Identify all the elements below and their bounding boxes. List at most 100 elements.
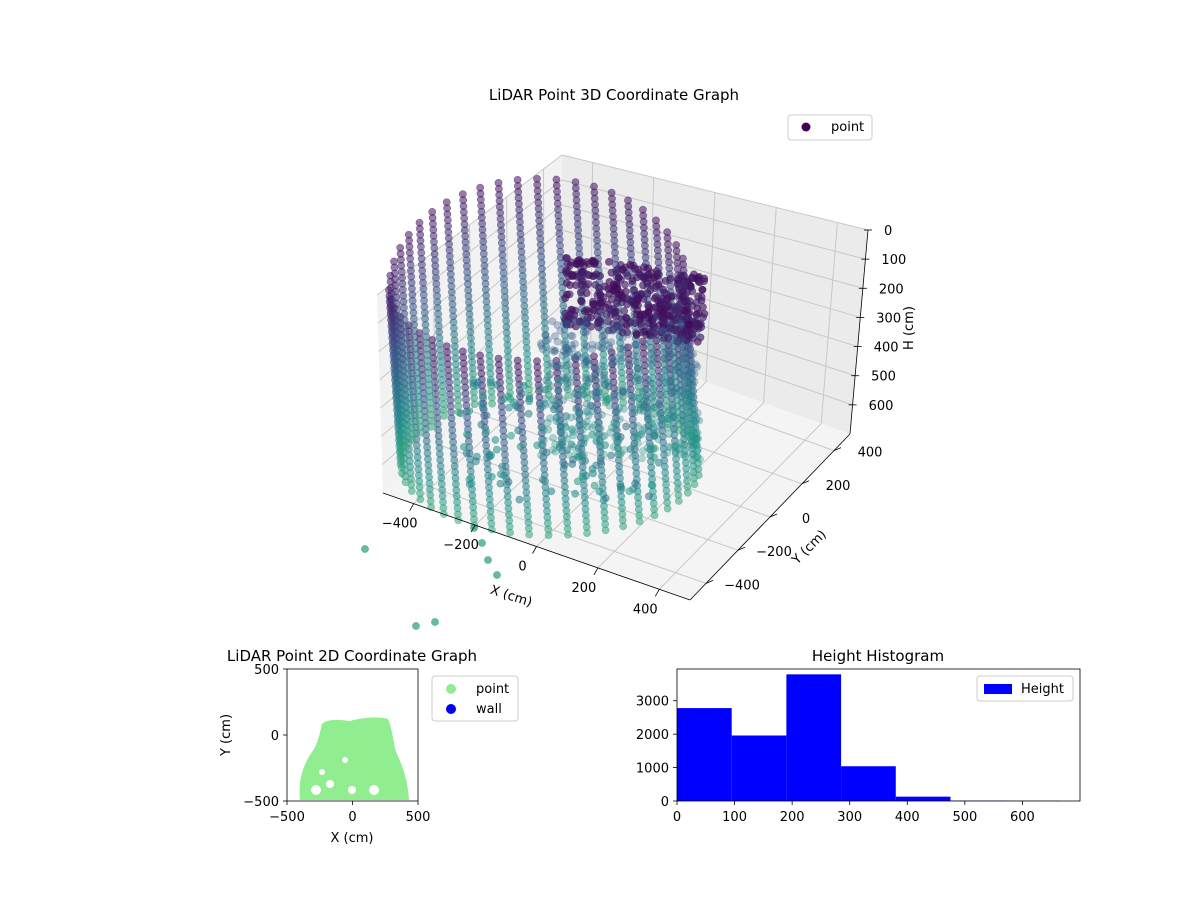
point-3d-1818 — [576, 288, 585, 297]
point-3d-1931 — [649, 348, 658, 357]
point-3d-1880 — [631, 264, 639, 273]
point-3d-2364 — [465, 480, 474, 489]
point-3d-2305 — [482, 426, 490, 435]
point-3d-2370 — [515, 495, 524, 504]
point-3d-2244 — [605, 344, 614, 353]
point-3d-2231 — [666, 319, 674, 327]
point-3d-1842 — [685, 320, 694, 329]
point-3d-2330 — [487, 451, 495, 460]
point-3d-2049 — [546, 414, 554, 423]
point-3d-1889 — [671, 307, 680, 316]
x-tick-label-2d-1: 0 — [348, 810, 356, 825]
point-3d-2374 — [514, 403, 522, 412]
point-3d-2332 — [629, 393, 638, 402]
y-tick-label-2d-2: −500 — [243, 795, 279, 810]
point-3d-2135 — [695, 416, 704, 425]
point-3d-1868 — [609, 280, 618, 289]
point-3d-2089 — [640, 339, 649, 348]
z-tick-label-4: 400 — [874, 341, 899, 356]
point-3d-1854 — [654, 269, 662, 278]
point-3d-2392 — [361, 545, 369, 553]
point-3d-1871 — [579, 270, 587, 279]
point-3d-2327 — [601, 494, 610, 503]
y-tick-label-3: −200 — [756, 545, 792, 560]
point-3d-2395 — [484, 556, 492, 564]
point-3d-2306 — [571, 489, 579, 498]
point-3d-1993 — [597, 410, 606, 419]
z-axis-label: H (cm) — [902, 306, 917, 350]
point-3d-2398 — [431, 618, 439, 626]
point-3d-2335 — [456, 409, 465, 418]
point-3d-1886 — [677, 330, 686, 339]
point-3d-1821 — [692, 317, 700, 325]
point-3d-815 — [408, 435, 416, 444]
histogram-x-tick-label-2: 200 — [780, 810, 805, 825]
point-3d-2345 — [533, 441, 542, 450]
z-tick-label-5: 500 — [871, 370, 896, 385]
point-3d-2183 — [633, 374, 642, 382]
point-3d-2283 — [647, 481, 656, 489]
point-3d-2354 — [560, 461, 569, 469]
point-3d-2033 — [562, 383, 571, 392]
point-3d-1855 — [575, 256, 583, 265]
point-3d-2008 — [569, 373, 578, 382]
histogram-bar-4 — [895, 796, 951, 801]
point-3d-2197 — [600, 371, 608, 380]
point-3d-2296 — [607, 451, 615, 460]
point-3d-2384 — [596, 457, 605, 466]
point-3d-2379 — [496, 479, 505, 488]
point-3d-1567 — [620, 307, 629, 315]
point-3d-2054 — [691, 360, 700, 369]
point-3d-782 — [401, 443, 410, 452]
point-3d-1799 — [590, 300, 598, 308]
point-3d-2285 — [482, 411, 491, 420]
point-3d-1903 — [612, 299, 621, 307]
point-3d-1985 — [546, 370, 554, 379]
point-3d-2323 — [492, 380, 501, 389]
point-3d-2071 — [632, 341, 640, 349]
point-3d-2297 — [604, 378, 612, 387]
point-3d-1608 — [596, 271, 604, 280]
point-3d-1907 — [696, 278, 704, 287]
point-3d-1906 — [650, 323, 659, 332]
point-3d-1893 — [644, 319, 652, 327]
point-3d-2257 — [617, 449, 625, 457]
point-3d-2334 — [517, 389, 526, 398]
point-3d-1715 — [699, 303, 707, 311]
point-3d-1176 — [564, 391, 573, 400]
legend-2d-point-marker — [446, 684, 456, 694]
point-3d-2204 — [687, 391, 695, 400]
point-3d-1852 — [583, 306, 591, 314]
point-3d-2352 — [650, 431, 659, 440]
point-3d-2380 — [588, 464, 597, 473]
grid-z-left-1 — [377, 179, 563, 324]
point-3d-1898 — [563, 260, 572, 269]
legend-2d-point-label: point — [476, 682, 509, 697]
point-2d-hole-2 — [319, 769, 325, 775]
histogram-x-tick-label-6: 600 — [1010, 810, 1035, 825]
point-3d-2256 — [628, 452, 637, 461]
grid-x-back-3 — [763, 207, 777, 403]
point-3d-2181 — [675, 450, 684, 458]
point-3d-2388 — [463, 430, 471, 439]
point-3d-1875 — [666, 274, 675, 283]
point-3d-919 — [440, 411, 448, 420]
point-3d-2120 — [649, 387, 658, 396]
point-3d-1873 — [655, 300, 664, 309]
point-3d-2368 — [477, 420, 486, 429]
point-3d-2355 — [655, 458, 663, 467]
point-3d-2300 — [592, 437, 601, 446]
point-2d-hole-3 — [348, 786, 356, 794]
histogram-x-tick-label-5: 500 — [952, 810, 977, 825]
point-3d-2309 — [514, 426, 522, 435]
point-3d-1822 — [688, 330, 697, 338]
point-3d-2279 — [547, 487, 556, 496]
point-3d-2346 — [477, 399, 486, 408]
point-3d-2258 — [649, 445, 657, 454]
legend-3d-point-label: point — [831, 120, 864, 135]
point-3d-1813 — [677, 273, 686, 282]
point-3d-119 — [674, 497, 683, 505]
x-tick-label-3: 200 — [571, 581, 596, 596]
point-3d-2133 — [647, 403, 656, 411]
point-3d-419 — [506, 528, 514, 537]
